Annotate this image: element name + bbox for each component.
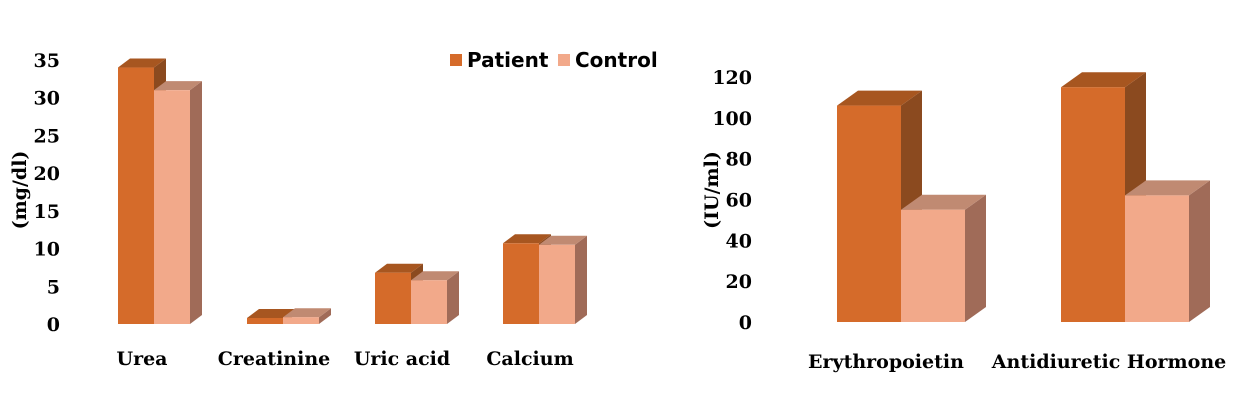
category-label: Antidiuretic Hormone [991,351,1226,373]
bar-control-0-front [154,90,190,325]
legend-patient-label: Patient [467,48,549,72]
bar-control-2-top [411,271,459,281]
y-tick-label: 35 [34,50,60,72]
y-tick-label: 15 [34,201,60,223]
bar-patient-0-top [118,58,166,68]
y-tick-label: 80 [726,149,752,171]
bar-patient-1-top [247,308,295,318]
y-tick-label: 60 [726,190,752,212]
y-tick-label: 5 [47,276,60,298]
y-tick-label: 20 [726,271,752,293]
bar-control-3-top [539,235,587,245]
bar-control-0 [154,81,202,325]
y-tick-label: 120 [712,67,752,89]
bar-control-2-side [447,271,459,324]
category-label: Erythropoietin [808,351,964,373]
y-axis-label: (IU/ml) [701,151,723,229]
bar-control-1-front [1125,195,1189,322]
bar-control-1 [1125,180,1210,322]
bar-control-0-side [965,194,986,322]
bar-control-0-front [901,209,965,322]
y-tick-label: 0 [47,314,60,336]
legend-patient-swatch [450,54,462,66]
bar-control-0-top [901,194,986,210]
category-label: Creatinine [218,348,330,370]
y-tick-label: 40 [726,230,752,252]
bar-patient-2-top [375,263,423,273]
category-label: Urea [117,348,168,370]
y-axis-label: (mg/dl) [9,151,31,230]
bar-control-0-side [190,81,202,325]
bar-control-0 [901,194,986,322]
bar-patient-3-front [503,243,539,324]
bar-control-2-front [411,280,447,324]
bar-patient-1-top [1061,72,1146,88]
bar-control-1-top [1125,180,1210,196]
legend: Patient Control [450,48,658,72]
bar-control-3 [539,235,587,324]
y-tick-label: 0 [739,312,752,334]
category-label: Calcium [486,348,573,370]
bar-patient-1-front [1061,87,1125,322]
chart-right: 0 20 40 60 80 100 120 (IU/ml) Erythropoietin Anti… [701,67,1226,373]
bar-patient-0-front [118,67,154,325]
bar-control-3-front [539,244,575,324]
bar-patient-0-top [837,90,922,106]
bar-control-2 [411,271,459,324]
bar-control-1-front [283,317,319,324]
y-tick-label: 20 [34,163,60,185]
y-tick-label: 25 [34,125,60,147]
bar-patient-2-front [375,272,411,324]
bar-control-1-side [319,308,331,324]
bar-patient-3-top [503,234,551,244]
bar-control-1-side [1189,180,1210,322]
bar-control-3-side [575,235,587,324]
bar-patient-1-front [247,317,283,324]
legend-control-swatch [558,54,570,66]
y-tick-label: 100 [712,108,752,130]
chart-left: 0 5 10 15 20 25 30 35 (mg/dl) Urea Creatinine Uric … [9,50,587,370]
y-tick-label: 10 [34,239,60,261]
bar-control-1 [283,308,331,324]
category-label: Uric acid [354,348,450,370]
y-tick-label: 30 [34,88,60,110]
bar-control-1-top [283,308,331,318]
bar-control-0-top [154,81,202,91]
legend-control-label: Control [575,48,658,72]
bar-patient-0-front [837,105,901,322]
